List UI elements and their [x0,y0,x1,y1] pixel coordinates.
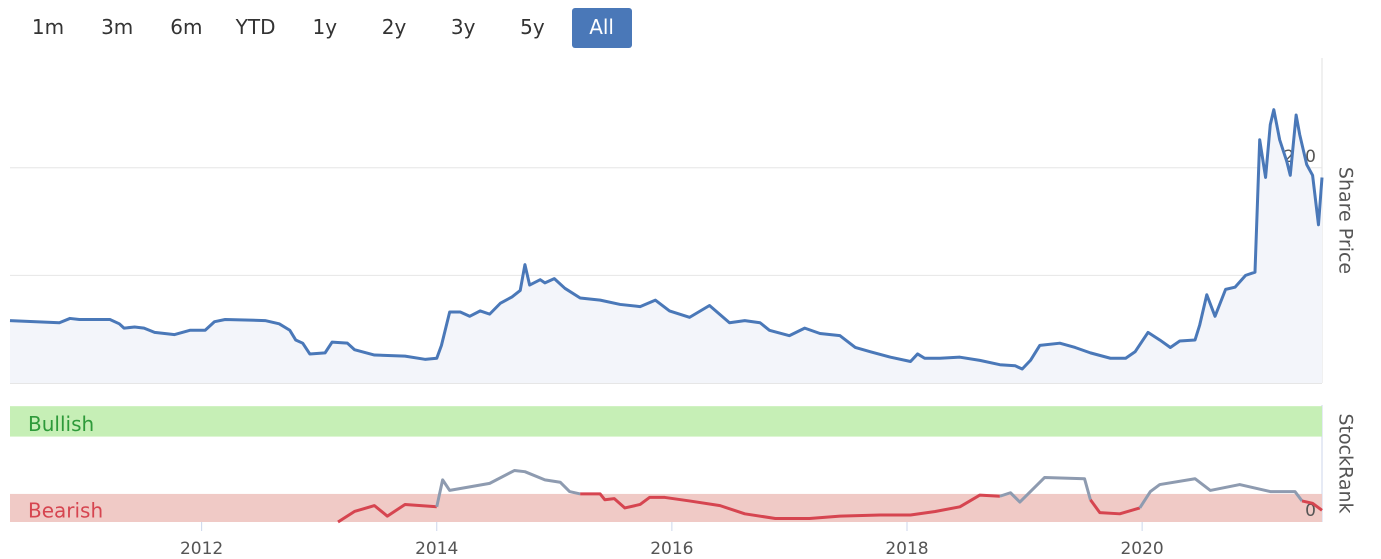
rank-line [1138,477,1304,509]
band-label: Bearish [28,498,103,522]
range-button[interactable]: 6m [170,15,203,39]
rank-line [337,502,437,524]
price-line [9,108,1324,371]
range-button[interactable]: 5y [520,15,545,39]
y-tick-label: 0 [1305,501,1316,521]
x-tick-label: 2016 [650,539,693,559]
range-button[interactable]: 1y [312,15,338,39]
band-label: Bullish [28,412,94,436]
range-button[interactable]: YTD [235,15,276,39]
x-tick-label: 2014 [415,539,458,559]
range-button[interactable]: All [571,8,632,48]
x-tick-label: 2018 [885,539,928,559]
rank-line [580,492,1000,520]
rank-line [1089,498,1141,516]
band [10,406,1322,437]
y-axis-title: Share Price [1335,167,1357,274]
rank-line [999,476,1092,504]
range-button[interactable]: 3y [450,15,476,39]
range-button[interactable]: 1m [31,15,65,39]
range-button[interactable]: 2y [381,15,407,39]
x-tick-label: 2012 [180,539,223,559]
y-axis-title: StockRank [1335,413,1357,513]
area-fill [10,109,1322,383]
x-tick-label: 2020 [1120,539,1163,559]
rank-line [435,469,581,508]
rank-line [1301,499,1323,512]
range-button[interactable]: 3m [101,15,134,39]
